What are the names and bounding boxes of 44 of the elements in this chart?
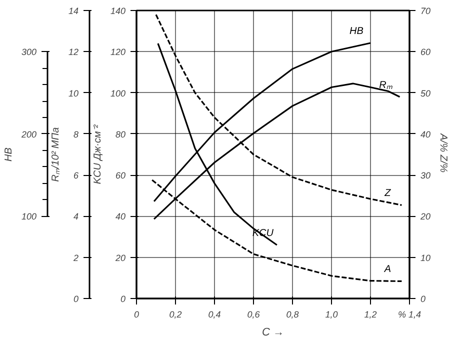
y2-tick-label: 70 xyxy=(420,6,431,16)
y3-tick-label: 2 xyxy=(72,252,79,263)
y3-tick-label: 12 xyxy=(68,47,79,58)
y-tick-label: 100 xyxy=(110,88,126,98)
x-tick-label: % 1,4 xyxy=(398,310,422,320)
x-tick-label: 0,2 xyxy=(169,310,182,320)
y2-tick-label: 0 xyxy=(420,294,426,304)
x-tick-label: 0 xyxy=(134,310,140,320)
y-tick-label: 80 xyxy=(115,129,126,140)
y2-tick-label: 60 xyxy=(420,47,431,58)
x-tick-label: 0,4 xyxy=(208,310,221,320)
y3-tick-label: 14 xyxy=(68,6,79,16)
y2-axis-title: A/% Z/% xyxy=(438,132,449,173)
y3-tick-label: 10 xyxy=(68,88,79,98)
text: 300 xyxy=(21,47,37,58)
y3-tick-label: 4 xyxy=(73,212,79,222)
text: 200 xyxy=(20,129,37,140)
y-tick-label: 140 xyxy=(110,6,126,16)
x-tick-label: 0,8 xyxy=(286,310,299,320)
text: HB xyxy=(3,147,14,162)
series-label: Z xyxy=(384,188,392,200)
y2-tick-label: 40 xyxy=(420,129,431,140)
y3-tick-label: 8 xyxy=(73,129,79,140)
x-axis-title: C → xyxy=(262,326,284,338)
x-tick-label: 0,6 xyxy=(247,310,260,320)
series-label: A xyxy=(383,264,392,276)
y3-tick-label: 6 xyxy=(73,170,79,181)
y2-tick-label: 50 xyxy=(420,88,431,98)
y-tick-label: 60 xyxy=(115,170,126,181)
y-tick-label: 40 xyxy=(115,212,126,222)
y-tick-label: 0 xyxy=(120,294,126,304)
x-tick-label: 1,2 xyxy=(364,310,377,320)
x-tick-label: 1,0 xyxy=(325,310,338,320)
y3-tick-label: 0 xyxy=(73,294,79,304)
series-label: Rₘ xyxy=(379,80,392,91)
y3-axis-title: Rₘ/10² МПа xyxy=(50,126,62,182)
text: 100 xyxy=(21,212,37,222)
series-label: HB xyxy=(350,26,364,38)
y-tick-label: 20 xyxy=(114,252,126,263)
y2-tick-label: 10 xyxy=(420,252,431,263)
y-axis-title: KCU Дж·см⁻² xyxy=(92,124,104,184)
y2-tick-label: 30 xyxy=(420,170,431,181)
y-tick-label: 120 xyxy=(110,47,126,58)
y2-tick-label: 20 xyxy=(420,212,431,222)
